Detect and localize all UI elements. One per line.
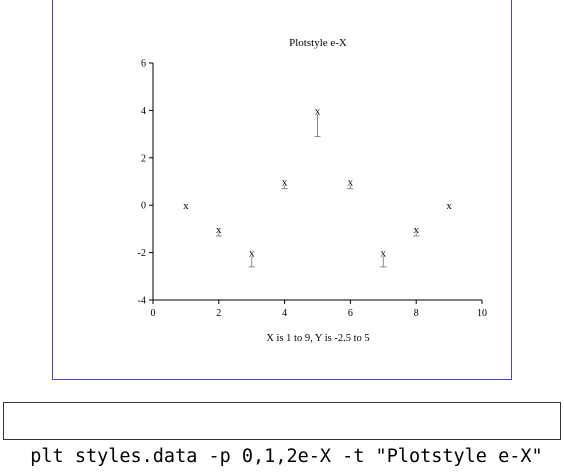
data-point-marker: x	[348, 177, 354, 189]
plot-frame	[52, 0, 512, 380]
data-point-marker: x	[216, 224, 222, 236]
x-axis-ticks: 0 2 4 6 8 10	[151, 300, 487, 319]
y-tick-label: 4	[141, 106, 146, 117]
command-line-box: plt styles.data -p 0,1,2e-X -t "Plotstyl…	[3, 402, 561, 467]
data-point-marker: x	[249, 248, 255, 260]
data-point-marker: x	[315, 105, 321, 117]
x-axis-label: X is 1 to 9, Y is -2.5 to 5	[266, 333, 369, 344]
chart-title: Plotstyle e-X	[289, 37, 347, 49]
x-tick-label: 0	[151, 308, 156, 319]
x-tick-label: 4	[282, 308, 287, 319]
data-point-marker: x	[413, 224, 419, 236]
x-tick-label: 2	[216, 308, 221, 319]
data-point-marker: x	[446, 200, 452, 212]
y-axis-ticks: -4 -2 0 2 4 6	[138, 59, 153, 307]
y-tick-label: -2	[138, 248, 146, 259]
y-tick-label: 2	[141, 153, 146, 164]
x-tick-label: 8	[414, 308, 419, 319]
error-bars	[215, 114, 420, 268]
y-tick-label: 0	[141, 201, 146, 212]
data-point-marker: x	[381, 248, 387, 260]
data-point-marker: x	[282, 177, 288, 189]
command-text: plt styles.data -p 0,1,2e-X -t "Plotstyl…	[30, 446, 543, 467]
data-markers: x x x x x x x x x	[183, 105, 452, 259]
data-point-marker: x	[183, 200, 189, 212]
x-tick-label: 6	[348, 308, 353, 319]
y-tick-label: -4	[138, 296, 146, 307]
axes	[152, 63, 482, 301]
y-tick-label: 6	[141, 59, 146, 70]
x-tick-label: 10	[477, 308, 487, 319]
